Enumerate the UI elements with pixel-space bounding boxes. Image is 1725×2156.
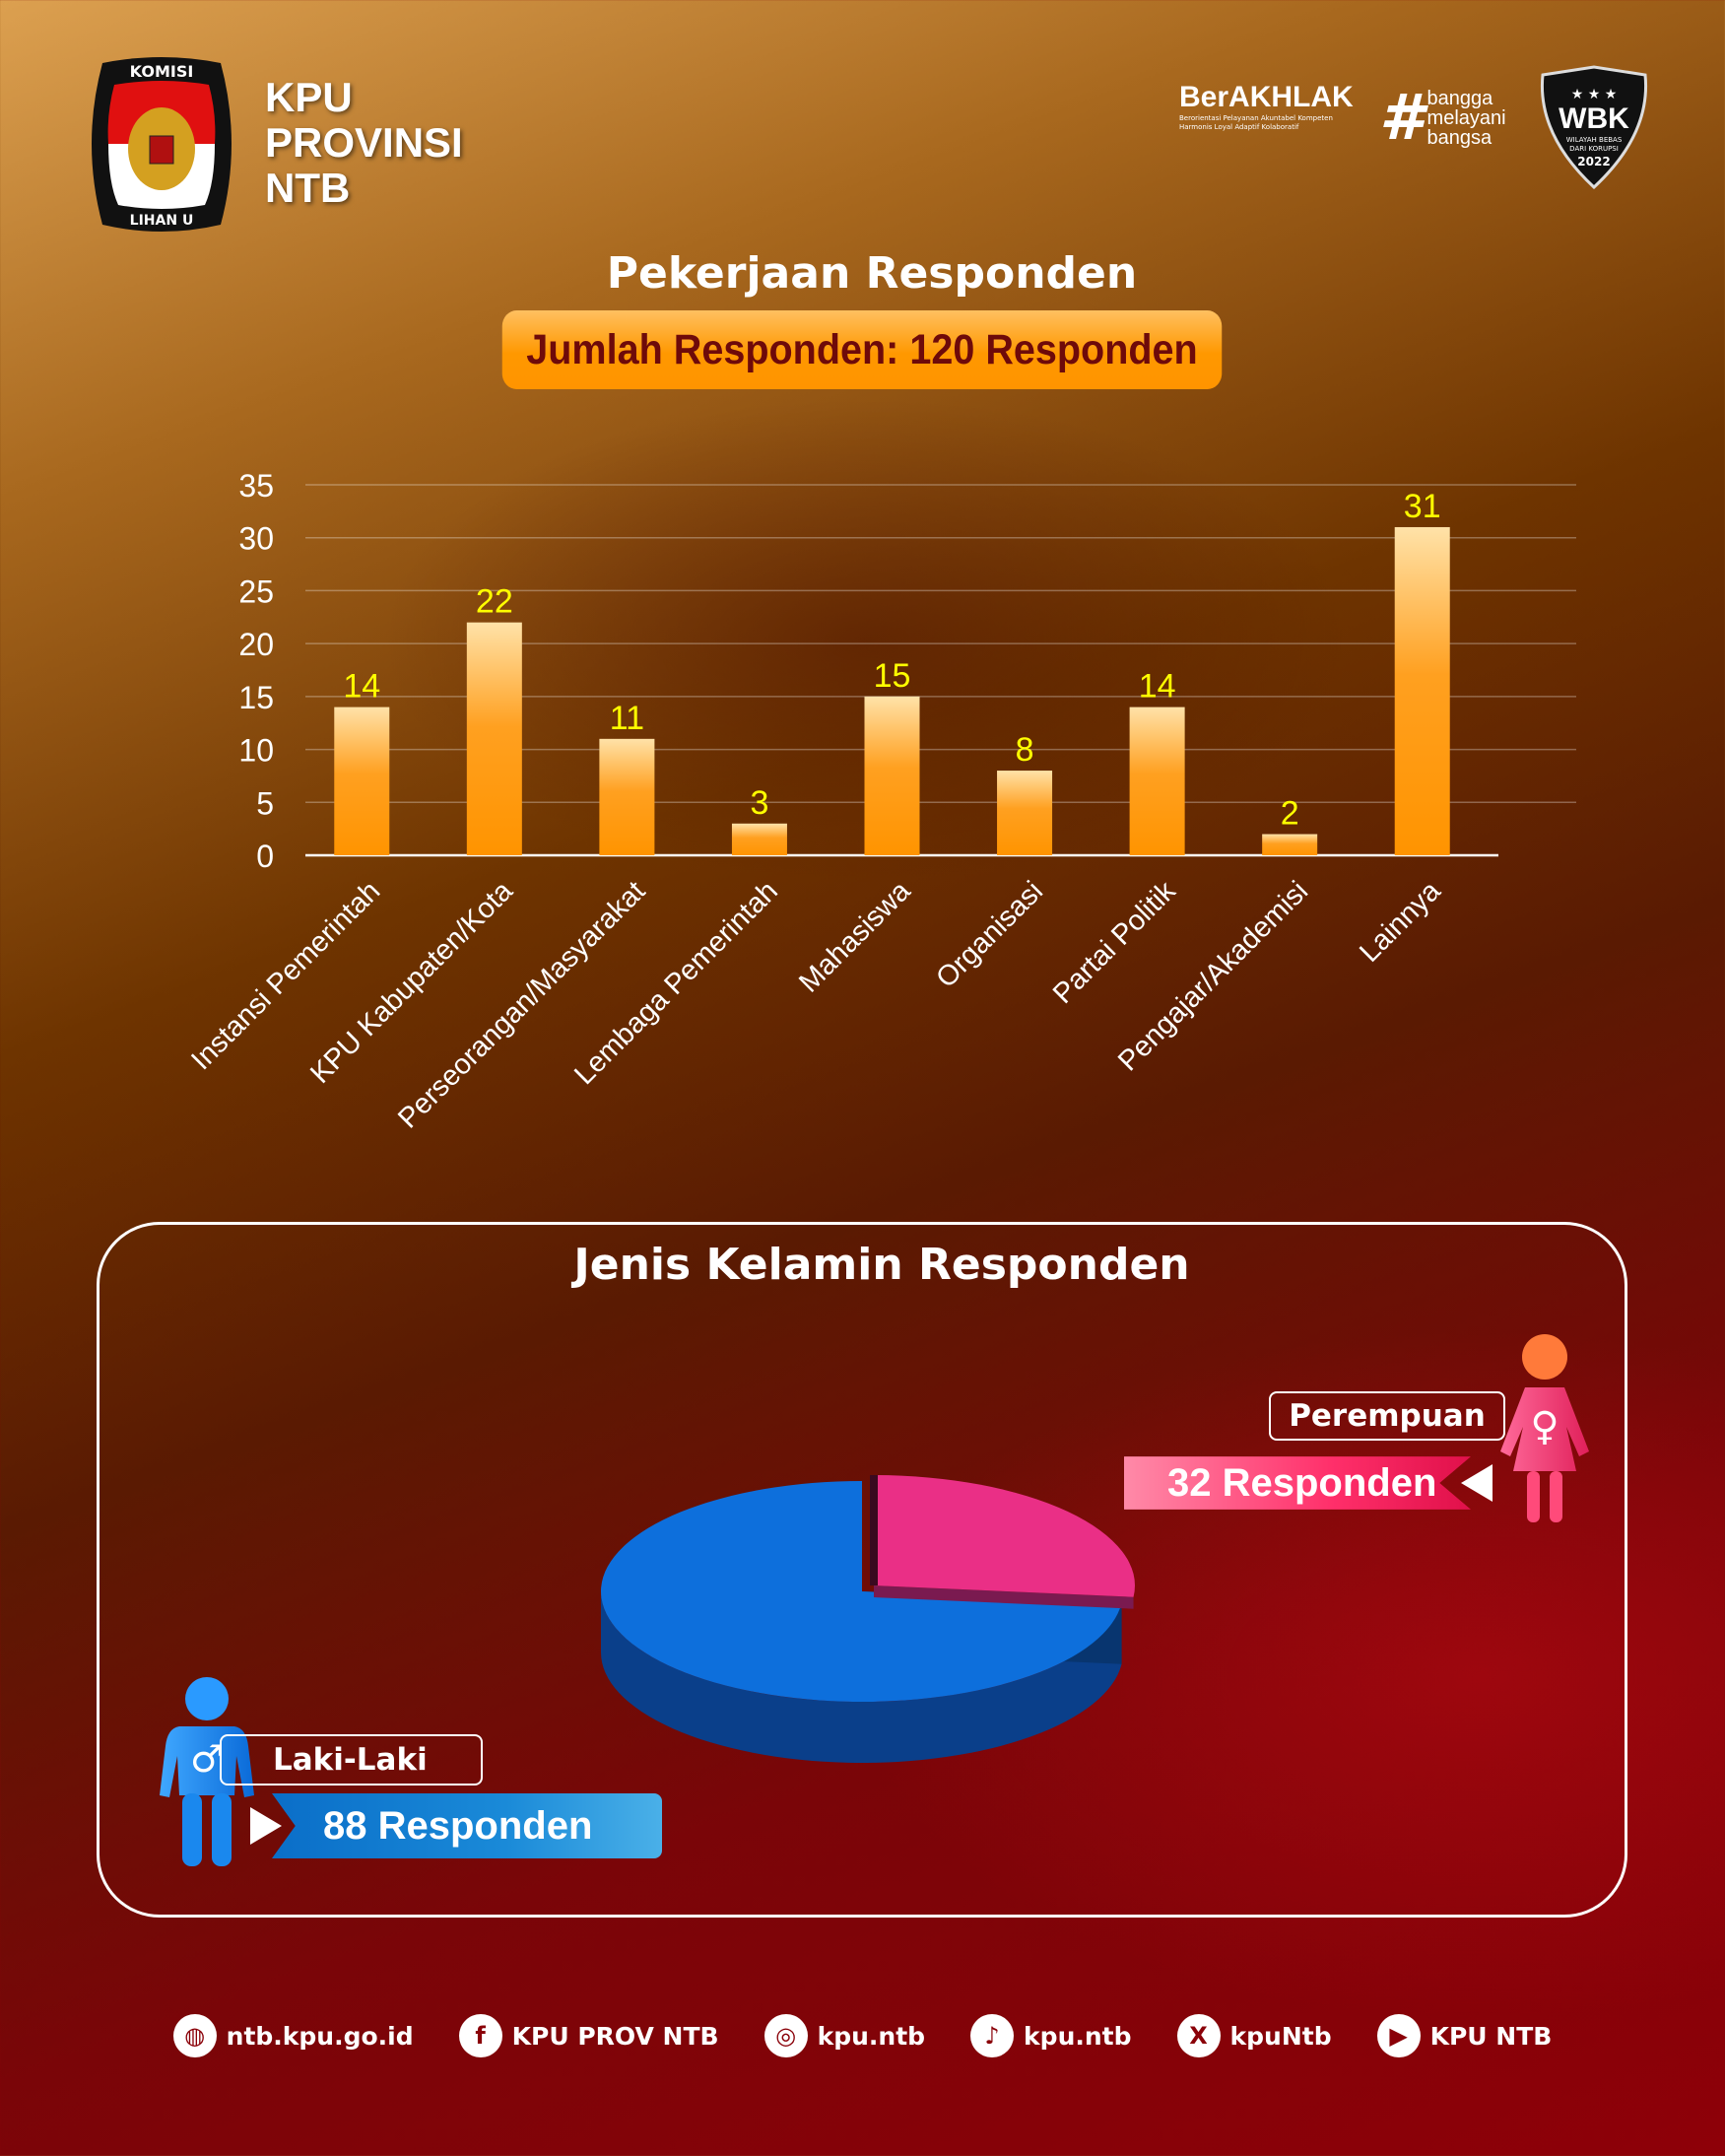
youtube-link[interactable]: ▶ KPU NTB: [1376, 2014, 1553, 2057]
gender-panel: [97, 1222, 1627, 1918]
category-label: Lainnya: [1354, 875, 1447, 969]
wbk-title: WBK: [1559, 102, 1629, 135]
male-figure-icon: ♂: [160, 1677, 254, 1866]
svg-text:WILAYAH BEBAS: WILAYAH BEBAS: [1566, 136, 1623, 144]
bar-value-label: 14: [343, 668, 380, 706]
bar: [731, 823, 787, 855]
pie-slice-female: [874, 1475, 1135, 1597]
y-tick-label: 15: [238, 680, 274, 715]
kpu-logo: KOMISI LIHAN U: [92, 57, 232, 232]
bar: [1394, 526, 1450, 855]
footer-social-links: ◍ ntb.kpu.go.id f KPU PROV NTB ◎ kpu.ntb ♪ k…: [0, 2014, 1725, 2057]
bangga-word: melayani: [1426, 107, 1506, 129]
bangga-word: bangsa: [1426, 127, 1493, 149]
category-label: Partai Politik: [1047, 875, 1182, 1010]
svg-text:KOMISI: KOMISI: [130, 62, 194, 81]
female-count-badge: 32 Responden: [1124, 1456, 1471, 1510]
svg-text:DARI KORUPSI: DARI KORUPSI: [1569, 145, 1619, 153]
bar: [1262, 834, 1318, 855]
org-title: KPU PROVINSI NTB: [265, 75, 463, 211]
y-tick-label: 5: [256, 785, 274, 821]
male-label: Laki-Laki: [220, 1734, 483, 1785]
link-label: ntb.kpu.go.id: [226, 2021, 414, 2051]
facebook-link[interactable]: f KPU PROV NTB: [458, 2014, 719, 2057]
tiktok-icon: ♪: [970, 2014, 1015, 2057]
svg-text:♀: ♀: [1530, 1404, 1559, 1449]
category-label: Mahasiswa: [793, 875, 917, 999]
bar: [599, 738, 655, 855]
y-tick-label: 10: [238, 733, 274, 769]
x-icon: X: [1176, 2014, 1221, 2057]
bar-value-label: 11: [610, 700, 644, 737]
berakhlak-subtitle: Berorientasi Pelayanan Akuntabel Kompete…: [1179, 114, 1333, 122]
bar-value-label: 3: [750, 784, 768, 822]
gender-title: Jenis Kelamin Responden: [573, 1240, 1190, 1290]
wbk-year: 2022: [1577, 155, 1610, 168]
svg-text:♂: ♂: [190, 1737, 224, 1781]
org-line: PROVINSI: [265, 119, 463, 166]
tiktok-link[interactable]: ♪ kpu.ntb: [970, 2014, 1132, 2057]
gender-pie-chart: [601, 1475, 1135, 1763]
category-label: Organisasi: [930, 875, 1049, 994]
bar: [864, 696, 920, 855]
hashtag-icon: #: [1379, 82, 1424, 155]
org-line: NTB: [265, 165, 351, 211]
pointer-arrow-icon: [1461, 1464, 1493, 1502]
berakhlak-title: BerAKHLAK: [1179, 81, 1354, 113]
berakhlak-subtitle: Harmonis Loyal Adaptif Kolaboratif: [1179, 123, 1299, 131]
bar-value-label: 15: [874, 657, 911, 695]
globe-icon: ◍: [172, 2014, 217, 2057]
total-respondents-badge: Jumlah Responden: 120 Responden: [501, 310, 1223, 389]
berakhlak-logo: BerAKHLAK Berorientasi Pelayanan Akuntab…: [1179, 81, 1366, 132]
pie-slice-male: [601, 1481, 1122, 1702]
wbk-badge: ★ ★ ★ WBK WILAYAH BEBAS DARI KORUPSI 202…: [1540, 65, 1648, 189]
bar: [1129, 707, 1185, 855]
category-label: Perseorangan/Masyarakat: [392, 875, 651, 1134]
bangga-word: bangga: [1426, 88, 1493, 109]
y-tick-label: 30: [238, 521, 274, 557]
instagram-icon: ◎: [763, 2014, 808, 2057]
org-line: KPU: [265, 74, 353, 120]
female-label: Perempuan: [1269, 1391, 1505, 1441]
instagram-link[interactable]: ◎ kpu.ntb: [763, 2014, 926, 2057]
link-label: kpuNtb: [1229, 2021, 1332, 2051]
svg-text:★ ★ ★: ★ ★ ★: [1571, 87, 1618, 102]
bar-value-label: 31: [1404, 488, 1441, 525]
bangga-melayani-logo: # bangga melayani bangsa: [1379, 82, 1506, 155]
bar: [997, 771, 1053, 855]
pointer-arrow-icon: [250, 1807, 282, 1845]
svg-text:LIHAN U: LIHAN U: [130, 213, 194, 229]
link-label: KPU NTB: [1429, 2021, 1553, 2051]
male-count-badge: 88 Responden: [272, 1793, 662, 1858]
youtube-icon: ▶: [1376, 2014, 1421, 2057]
link-label: kpu.ntb: [1024, 2021, 1132, 2051]
bar-value-label: 14: [1139, 668, 1176, 706]
bar: [466, 622, 522, 855]
bar: [334, 707, 390, 855]
bar-value-label: 8: [1016, 731, 1034, 769]
female-figure-icon: ♀: [1500, 1334, 1589, 1522]
y-tick-label: 25: [238, 573, 274, 609]
bar-value-label: 22: [476, 583, 513, 621]
chart-title: Pekerjaan Responden: [606, 248, 1138, 299]
pie-slice-side: [601, 1591, 1122, 1763]
link-label: KPU PROV NTB: [511, 2021, 719, 2051]
bar-value-label: 2: [1281, 795, 1299, 833]
y-tick-label: 20: [238, 627, 274, 662]
link-label: kpu.ntb: [817, 2021, 926, 2051]
y-tick-label: 35: [238, 468, 274, 504]
pie-slice-side: [874, 1585, 1134, 1609]
y-tick-label: 0: [256, 839, 274, 874]
website-link[interactable]: ◍ ntb.kpu.go.id: [172, 2014, 414, 2057]
facebook-icon: f: [458, 2014, 502, 2057]
